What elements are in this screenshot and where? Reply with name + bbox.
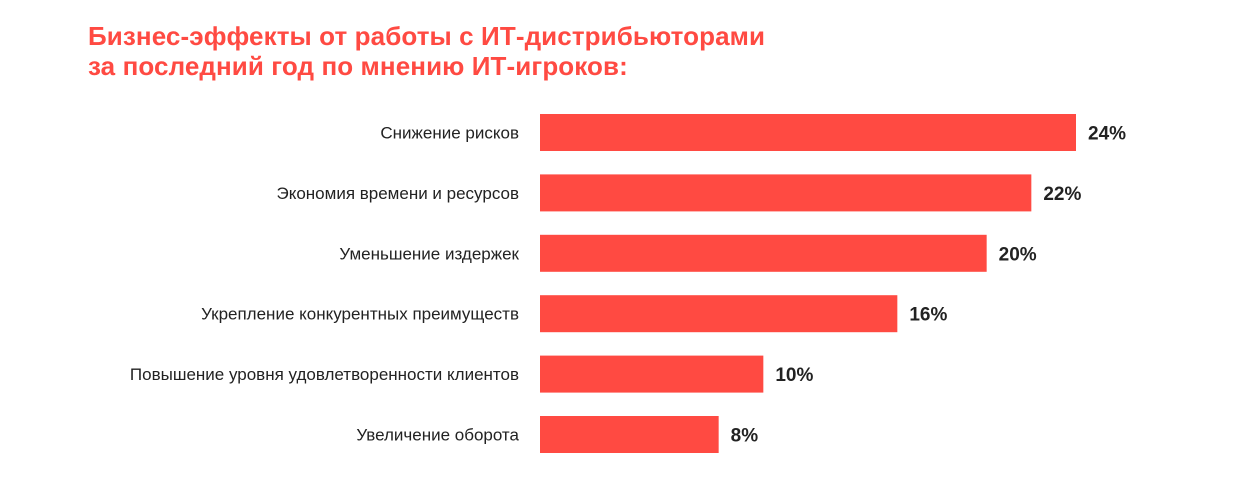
bar [540, 295, 898, 333]
bar-row: Повышение уровня удовлетворенности клиен… [130, 355, 813, 393]
bar [540, 174, 1032, 212]
category-label: Увеличение оборота [356, 426, 519, 445]
bar [540, 416, 719, 453]
category-label: Снижение рисков [380, 124, 519, 143]
bar [540, 114, 1076, 151]
chart-title-line-1: Бизнес-эффекты от работы с ИТ-дистрибьют… [88, 21, 766, 51]
value-label: 20% [999, 244, 1037, 265]
bar-row: Укрепление конкурентных преимуществ 16% [201, 295, 947, 333]
bar [540, 355, 764, 393]
chart-title: Бизнес-эффекты от работы с ИТ-дистрибьют… [88, 21, 988, 81]
chart-title-line-2: за последний год по мнению ИТ-игроков: [88, 51, 628, 81]
category-label: Укрепление конкурентных преимуществ [201, 305, 519, 324]
value-label: 22% [1043, 184, 1081, 205]
value-label: 8% [731, 426, 759, 447]
bar-row: Увеличение оборота 8% [356, 416, 758, 453]
value-label: 16% [909, 305, 947, 326]
bar-row: Экономия времени и ресурсов 22% [276, 174, 1081, 212]
category-label: Уменьшение издержек [339, 244, 519, 263]
category-label: Экономия времени и ресурсов [276, 184, 519, 203]
value-label: 24% [1088, 124, 1126, 145]
bar-row: Снижение рисков 24% [380, 114, 1126, 151]
bar-row: Уменьшение издержек 20% [339, 234, 1037, 272]
category-label: Повышение уровня удовлетворенности клиен… [130, 365, 519, 384]
value-label: 10% [775, 365, 813, 386]
bar [540, 234, 987, 272]
